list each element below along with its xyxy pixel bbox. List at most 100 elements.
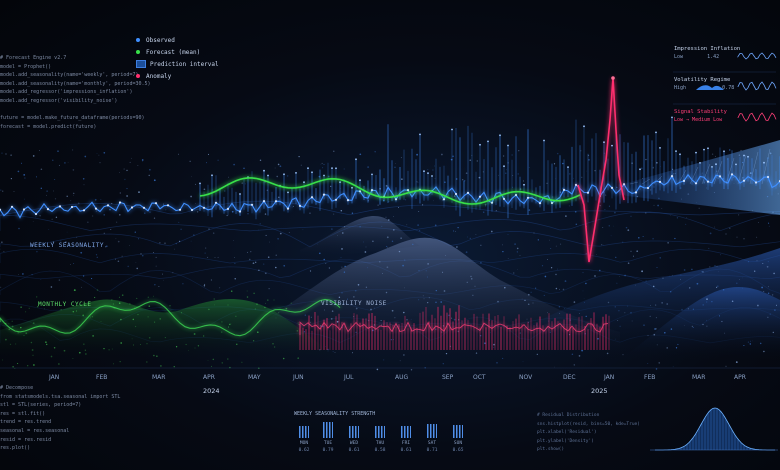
particle-dot	[153, 179, 156, 182]
legend-item-forecast[interactable]: Forecast (mean)	[136, 46, 219, 58]
particle-dot	[543, 294, 545, 296]
panel-sparkline	[737, 52, 777, 60]
particle-dot	[244, 183, 246, 185]
particle-dot	[214, 304, 215, 306]
observed-point	[262, 200, 266, 203]
particle-dot	[528, 209, 531, 211]
particle-dot	[660, 166, 661, 167]
particle-dot	[353, 316, 355, 318]
particle-dot	[754, 270, 756, 272]
particle-dot	[241, 361, 243, 363]
interval-tip-dot	[211, 174, 213, 177]
particle-dot	[142, 161, 143, 162]
particle-dot	[505, 172, 507, 175]
particle-dot	[100, 321, 102, 323]
legend-item-interval[interactable]: Prediction interval	[136, 58, 219, 70]
legend-item-anomaly[interactable]: Anomaly	[136, 70, 219, 82]
particle-dot	[687, 308, 689, 310]
particle-dot	[365, 286, 368, 288]
panel-signal-stability: Signal Stability Low → Medium Low	[674, 109, 727, 123]
particle-dot	[72, 357, 74, 359]
particle-dot	[265, 234, 267, 236]
particle-dot	[507, 258, 509, 259]
monthly-cycle-label: MONTHLY CYCLE	[38, 301, 92, 308]
particle-dot	[327, 348, 329, 351]
code-line: resid = res.resid	[0, 436, 52, 443]
weekly-strength-bar	[401, 426, 411, 438]
particle-dot	[406, 319, 408, 321]
interval-tip-dot	[747, 155, 749, 158]
particle-dot	[715, 155, 716, 157]
particle-dot	[292, 205, 294, 207]
interval-tip-dot	[743, 154, 745, 157]
particle-dot	[148, 305, 151, 308]
particle-dot	[602, 227, 604, 228]
particle-dot	[652, 237, 654, 240]
particle-dot	[625, 226, 628, 229]
particle-dot	[23, 335, 25, 337]
particle-dot	[32, 221, 34, 222]
particle-dot	[547, 320, 549, 322]
particle-dot	[17, 362, 19, 365]
particle-dot	[752, 340, 754, 342]
panel-sub: Low → Medium Low	[674, 117, 723, 123]
interval-tip-dot	[655, 131, 657, 134]
particle-dot	[5, 338, 7, 341]
particle-dot	[5, 153, 7, 155]
particle-dot	[432, 169, 434, 171]
particle-dot	[493, 343, 495, 346]
observed-point	[10, 205, 14, 208]
particle-dot	[35, 176, 37, 178]
particle-dot	[574, 210, 577, 213]
legend-item-observed[interactable]: Observed	[136, 34, 219, 46]
particle-dot	[706, 319, 707, 321]
particle-dot	[148, 336, 151, 339]
particle-dot	[103, 151, 106, 154]
anomaly-peak-point	[611, 76, 615, 80]
particle-dot	[571, 353, 574, 356]
code-block-top: # Forecast Engine v2.7 model = Prophet() m…	[0, 54, 151, 131]
particle-dot	[194, 347, 196, 349]
particle-dot	[675, 347, 678, 349]
particle-dot	[317, 243, 319, 245]
observed-point	[82, 209, 86, 212]
interval-tip-dot	[567, 166, 569, 169]
particle-dot	[243, 167, 245, 169]
particle-dot	[716, 286, 718, 288]
particle-dot	[247, 251, 249, 253]
particle-dot	[259, 159, 262, 161]
particle-dot	[614, 211, 616, 214]
particle-dot	[367, 267, 369, 269]
particle-dot	[390, 339, 392, 341]
interval-tip-dot	[323, 174, 325, 177]
particle-dot	[278, 312, 280, 314]
particle-dot	[159, 318, 161, 320]
panel-impression-inflation: Impression Inflation Low 1.42	[674, 46, 740, 60]
particle-dot	[205, 247, 207, 249]
code-line: model.add_seasonality(name='monthly', pe…	[0, 80, 151, 87]
particle-dot	[203, 335, 205, 337]
particle-dot	[445, 352, 448, 355]
particle-dot	[231, 210, 234, 213]
particle-dot	[263, 263, 265, 265]
particle-dot	[120, 342, 123, 344]
particle-dot	[402, 311, 405, 314]
particle-dot	[736, 282, 738, 284]
particle-dot	[743, 344, 745, 347]
particle-dot	[92, 335, 94, 337]
particle-dot	[27, 365, 29, 367]
observed-point	[0, 208, 2, 211]
particle-dot	[748, 261, 749, 263]
particle-dot	[401, 178, 403, 180]
particle-dot	[247, 213, 249, 215]
particle-dot	[3, 250, 5, 253]
particle-dot	[46, 190, 48, 192]
particle-dot	[31, 349, 34, 351]
particle-dot	[394, 166, 396, 168]
particle-dot	[234, 257, 235, 258]
particle-dot	[555, 273, 557, 276]
particle-dot	[99, 162, 101, 164]
panel-title: Signal Stability	[674, 109, 727, 115]
particle-dot	[50, 355, 53, 358]
